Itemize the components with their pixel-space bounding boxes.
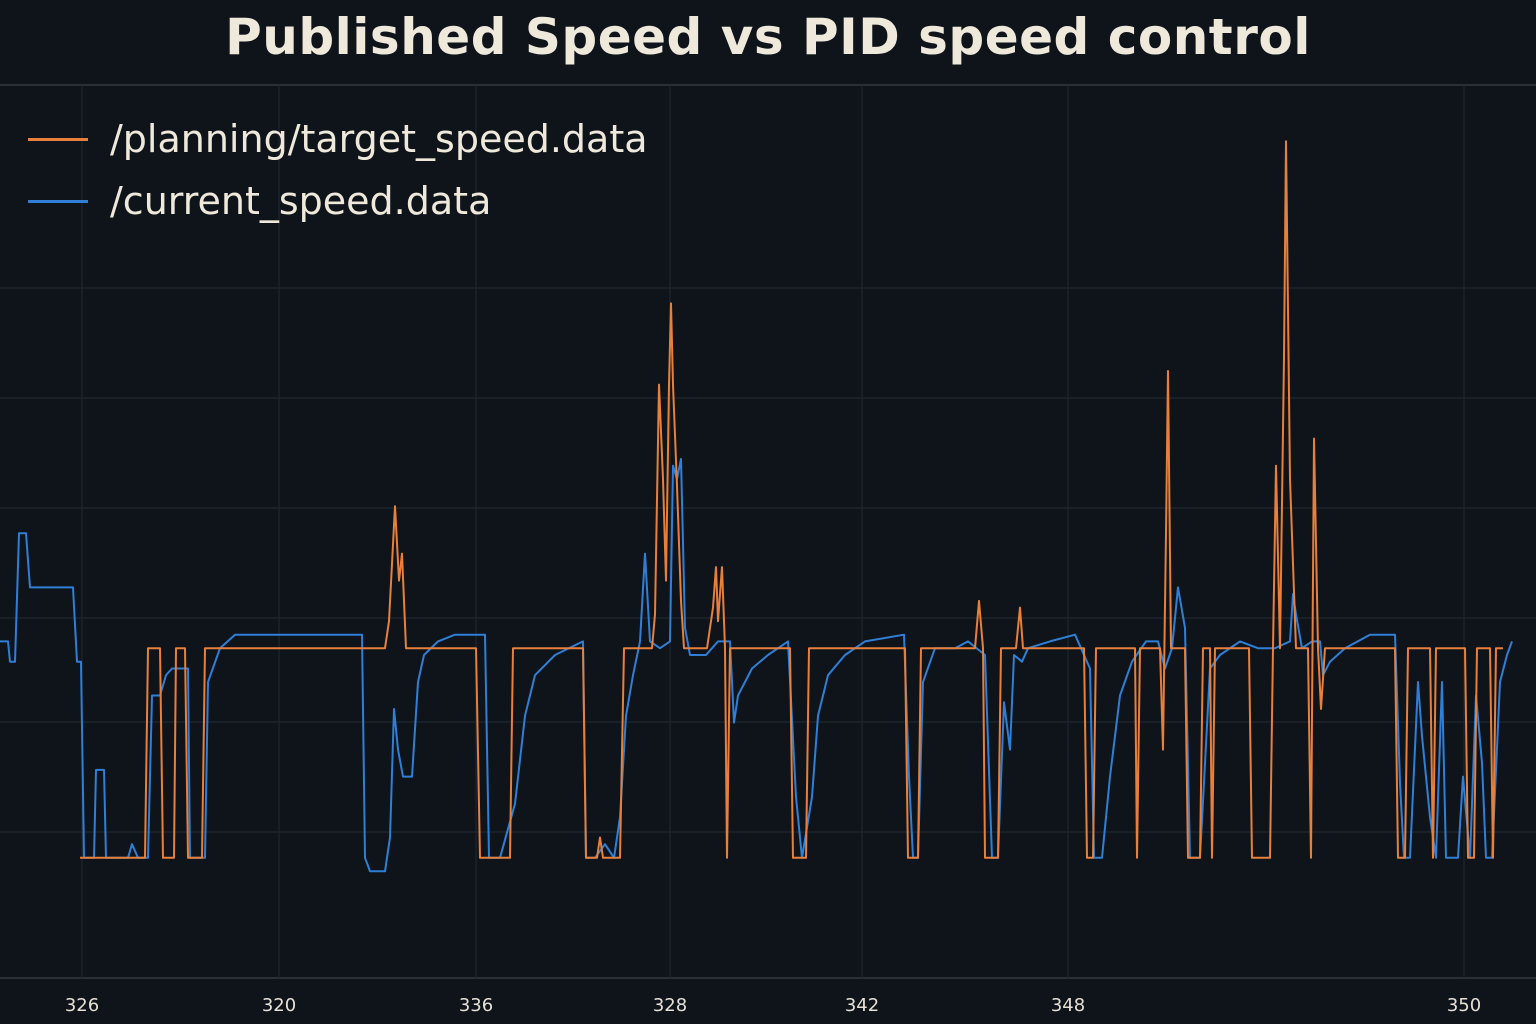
x-tick-label: 328 <box>653 995 687 1016</box>
legend-item-current-speed: /current_speed.data <box>28 170 648 232</box>
x-tick-label: 342 <box>845 995 879 1016</box>
legend-label-target-speed: /planning/target_speed.data <box>110 117 648 161</box>
legend-swatch-current-speed <box>28 199 88 203</box>
x-tick-labels: 326 320 336 328 342 348 350 <box>65 995 1481 1016</box>
grid-lines <box>0 84 1536 979</box>
x-tick-label: 336 <box>459 995 493 1016</box>
series-layer <box>0 140 1513 873</box>
legend: /planning/target_speed.data /current_spe… <box>28 108 648 232</box>
x-tick-label: 320 <box>262 995 296 1016</box>
legend-label-current-speed: /current_speed.data <box>110 179 492 223</box>
legend-swatch-target-speed <box>28 137 88 141</box>
legend-item-target-speed: /planning/target_speed.data <box>28 108 648 170</box>
x-tick-label: 348 <box>1051 995 1085 1016</box>
series-line-current-speed <box>0 457 1513 873</box>
series-line-target-speed <box>80 140 1503 859</box>
x-tick-label: 350 <box>1447 995 1481 1016</box>
chart-title: Published Speed vs PID speed control <box>225 8 1311 66</box>
x-tick-label: 326 <box>65 995 99 1016</box>
